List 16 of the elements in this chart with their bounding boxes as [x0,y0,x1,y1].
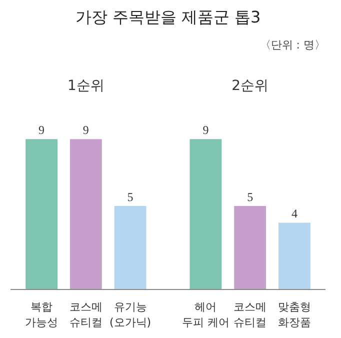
data-label: 9 [82,123,89,138]
text: 2순위 [232,78,269,94]
data-label: 5 [247,190,254,204]
x-tick-label: 유기능 (오가닉) [109,300,152,330]
text: 1순위 [67,78,104,94]
data-label: 9 [202,123,209,138]
data-label: 5 [127,190,134,204]
data-label: 4 [291,206,298,221]
x-tick-label: 맞춤형 화장품 [278,300,311,330]
x-tick-label: 코스메 슈티컬 [69,300,102,330]
x-tick-label: 복합 가능성 [25,300,58,330]
x-tick-label: 코스메 슈티컬 [234,300,267,330]
chart-subtitle: 〈단위 : 명〉 [260,38,326,52]
chart-title: 가장 주목받을 제품군 톱3 [75,8,261,26]
x-tick-label: 헤어 두피 케어 [182,300,230,330]
data-label: 9 [38,123,45,138]
